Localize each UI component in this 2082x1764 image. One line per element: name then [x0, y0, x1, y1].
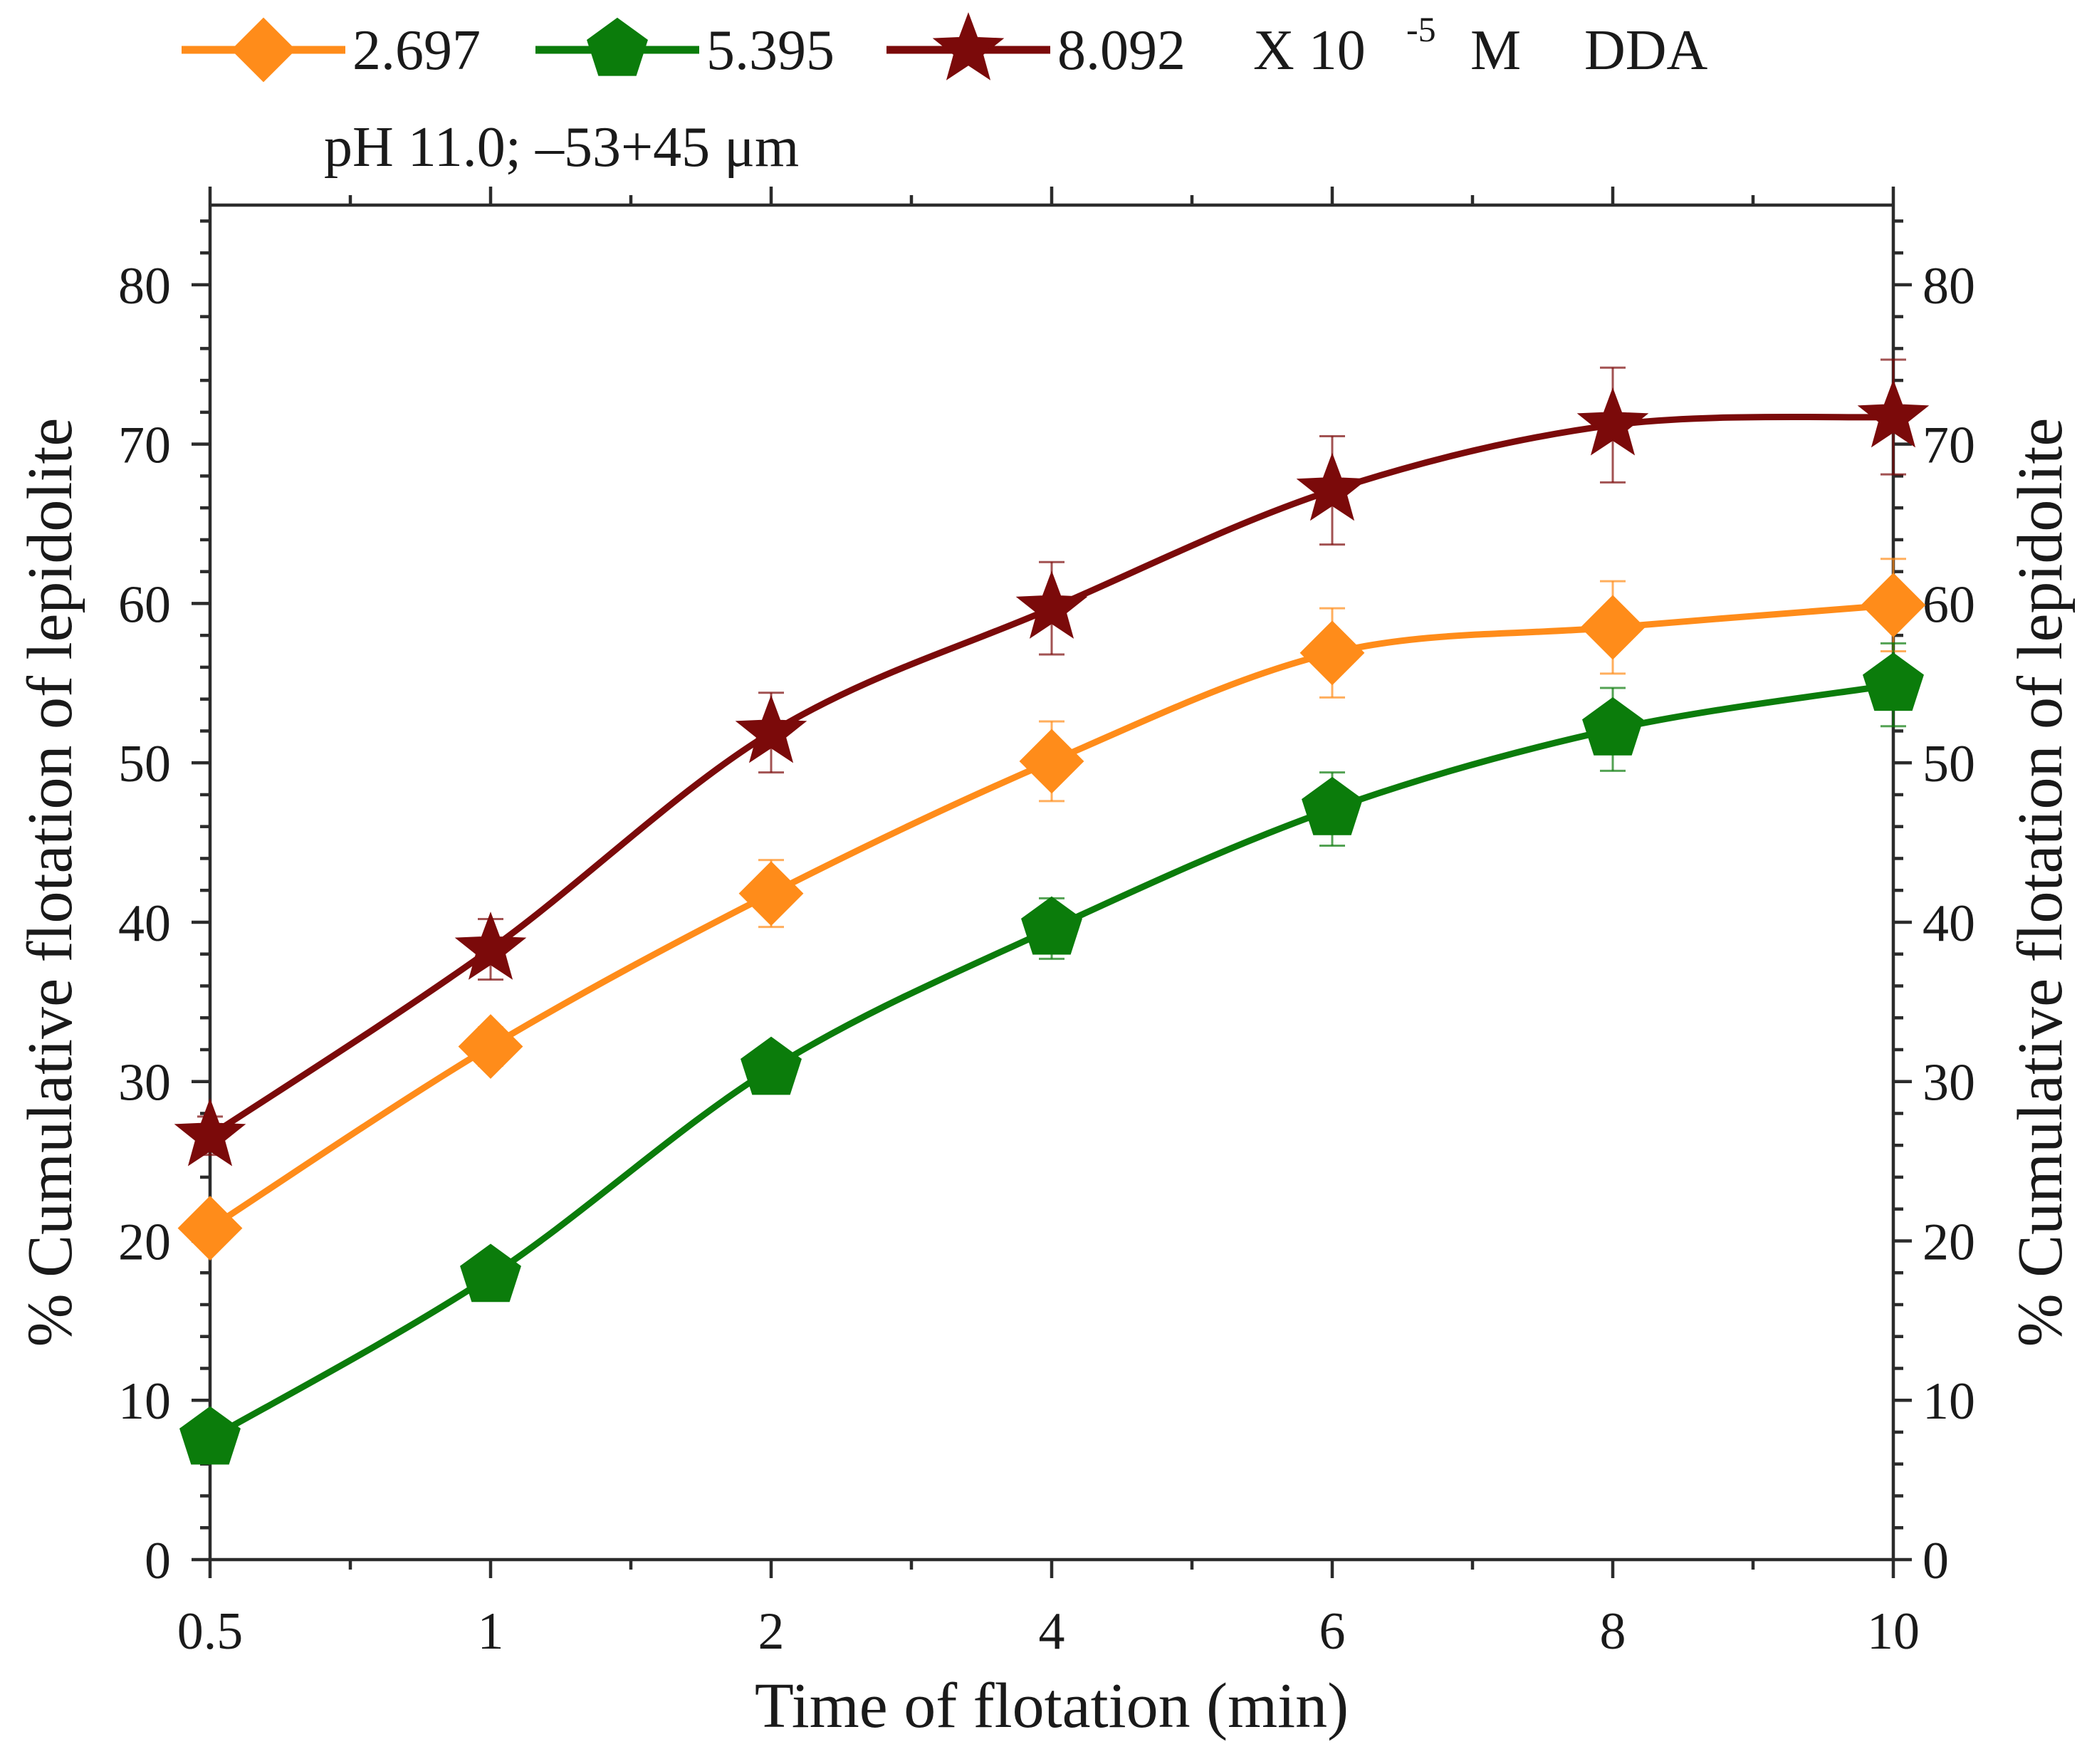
y-tick-label-right: 80 [1923, 257, 1975, 315]
y-tick-label-right: 60 [1923, 575, 1975, 634]
data-point-pentagon [1863, 652, 1924, 711]
data-point-diamond [177, 1196, 243, 1261]
y-axis-title-right: % Cumulative flotation of lepidolite [2005, 418, 2076, 1347]
legend: 2.697 5.395 8.092 X 10 -5 M DDA pH 11.0;… [182, 9, 1708, 179]
data-point-pentagon [460, 1243, 521, 1303]
data-point-star [454, 912, 527, 980]
y-tick-label-right: 40 [1923, 894, 1975, 953]
series-8092 [174, 358, 1930, 1167]
legend-symbol-diamond [231, 17, 296, 83]
y-tick-label-right: 10 [1923, 1372, 1975, 1431]
legend-label-5395: 5.395 [706, 19, 835, 82]
x-tick-label: 2 [758, 1602, 785, 1661]
x-tick-label: 6 [1319, 1602, 1346, 1661]
data-point-diamond [1861, 573, 1926, 638]
legend-entry-5395: 5.395 [535, 17, 835, 82]
legend-reagent: DDA [1584, 19, 1708, 82]
y-tick-label-left: 70 [118, 417, 171, 475]
legend-label-2697: 2.697 [352, 19, 481, 82]
x-tick-label: 0.5 [177, 1602, 244, 1661]
data-point-diamond [458, 1014, 523, 1079]
axis-ticks [192, 187, 1912, 1578]
y-tick-label-left: 80 [118, 257, 171, 315]
y-tick-label-right: 30 [1923, 1054, 1975, 1112]
data-point-pentagon [179, 1406, 241, 1465]
data-point-star [174, 1097, 246, 1167]
legend-entry-8092: 8.092 [886, 12, 1186, 82]
legend-entry-2697: 2.697 [182, 17, 481, 83]
legend-marker-star [932, 12, 1005, 80]
x-axis-title: Time of flotation (min) [755, 1671, 1349, 1741]
legend-unit-molar: M [1470, 19, 1521, 82]
data-point-star [1576, 387, 1649, 456]
data-point-star [1296, 452, 1369, 521]
y-tick-label-left: 60 [118, 575, 171, 634]
legend-unit-exponent: -5 [1406, 9, 1436, 49]
x-tick-label: 4 [1039, 1602, 1065, 1661]
data-point-pentagon [1302, 776, 1363, 835]
data-point-star [1857, 379, 1930, 448]
plot-frame [208, 203, 1895, 1562]
y-tick-label-left: 0 [145, 1532, 171, 1590]
x-tick-label: 1 [478, 1602, 504, 1661]
y-tick-label-right: 50 [1923, 735, 1975, 793]
legend-marker-pentagon [587, 17, 648, 76]
data-point-diamond [1299, 620, 1365, 686]
data-point-diamond [1580, 595, 1646, 660]
y-tick-label-left: 10 [118, 1372, 171, 1431]
y-tick-label-left: 30 [118, 1054, 171, 1112]
legend-marker-diamond [231, 17, 296, 83]
legend-unit-prefix: X 10 [1253, 19, 1366, 82]
y-tick-label-right: 70 [1923, 417, 1975, 475]
data-point-pentagon [1021, 896, 1082, 955]
y-tick-label-right: 0 [1923, 1532, 1949, 1590]
data-point-diamond [1019, 729, 1084, 794]
legend-symbol-star [932, 12, 1005, 80]
x-tick-label: 10 [1867, 1602, 1920, 1661]
legend-label-8092: 8.092 [1057, 19, 1186, 82]
y-tick-label-left: 20 [118, 1213, 171, 1271]
data-point-star [735, 694, 807, 763]
series-5395 [179, 642, 1924, 1465]
y-tick-label-left: 50 [118, 735, 171, 793]
series-layer [174, 358, 1930, 1465]
y-tick-label-left: 40 [118, 894, 171, 953]
data-point-star [1015, 570, 1088, 639]
y-tick-label-right: 20 [1923, 1213, 1975, 1271]
legend-symbol-pentagon [587, 17, 648, 76]
legend-condition: pH 11.0; –53+45 μm [324, 116, 799, 179]
y-axis-title-left: % Cumulative flotation of lepidolite [15, 418, 85, 1347]
series-2697 [177, 558, 1926, 1261]
data-point-pentagon [1582, 696, 1643, 756]
data-point-diamond [738, 861, 804, 927]
data-point-pentagon [741, 1036, 802, 1095]
x-tick-label: 8 [1600, 1602, 1626, 1661]
